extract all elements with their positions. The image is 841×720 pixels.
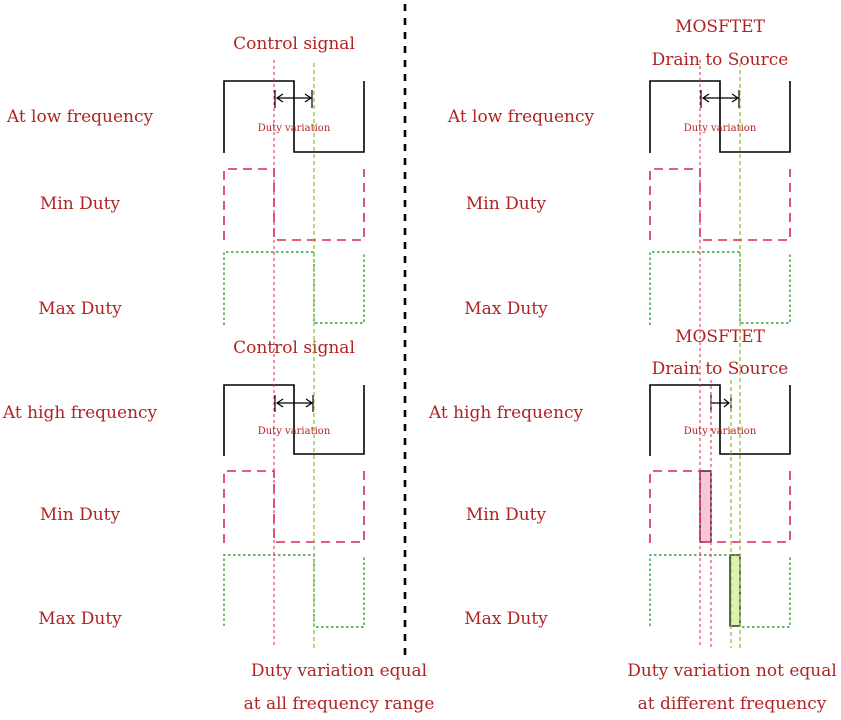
duty-arrowhead-right-low-a xyxy=(701,93,710,103)
heading-mosftet-2: MOSFTET xyxy=(675,327,766,347)
duty-variation-text-right-high: Duty variation xyxy=(684,426,757,437)
drain-source-low-waveform xyxy=(649,80,791,153)
duty-arrowhead-left-high-a xyxy=(275,398,284,408)
duty-arrowhead-right-high-b xyxy=(723,398,730,408)
caption-right-line1: Duty variation not equal xyxy=(627,661,837,681)
label-min-duty-left-2: Min Duty xyxy=(40,505,121,525)
max-duty-waveform-left-low xyxy=(223,251,365,325)
label-high-frequency-right: At high frequency xyxy=(428,403,584,423)
drain-source-high-waveform xyxy=(649,384,791,456)
min-duty-waveform-right-high xyxy=(649,470,791,543)
max-duty-waveform-right-low xyxy=(649,251,791,325)
caption-left-line1: Duty variation equal xyxy=(251,661,427,681)
min-duty-waveform-left-low xyxy=(223,168,365,241)
duty-arrowhead-right-low-b xyxy=(731,93,740,103)
label-max-duty-right-2: Max Duty xyxy=(464,609,548,629)
heading-control-signal-2: Control signal xyxy=(233,338,355,358)
label-low-frequency-right: At low frequency xyxy=(447,107,595,127)
heading-drain-source-1: Drain to Source xyxy=(652,50,789,70)
caption-left-line2: at all frequency range xyxy=(244,694,435,714)
label-max-duty-left-2: Max Duty xyxy=(38,609,122,629)
heading-drain-source-2: Drain to Source xyxy=(652,359,789,379)
label-high-frequency-left: At high frequency xyxy=(2,403,158,423)
min-duty-waveform-left-high xyxy=(223,470,365,543)
min-duty-waveform-right-low xyxy=(649,168,791,241)
label-max-duty-right-1: Max Duty xyxy=(464,299,548,319)
control-signal-low-waveform xyxy=(223,80,365,153)
label-low-frequency-left: At low frequency xyxy=(6,107,154,127)
duty-variation-text-left-high: Duty variation xyxy=(258,426,331,437)
label-max-duty-left-1: Max Duty xyxy=(38,299,122,319)
duty-variation-text-right-low: Duty variation xyxy=(684,123,757,134)
control-signal-high-waveform xyxy=(223,384,365,456)
label-min-duty-left-1: Min Duty xyxy=(40,194,121,214)
duty-arrowhead-left-low-a xyxy=(275,93,284,103)
max-duty-waveform-left-high xyxy=(223,554,365,628)
duty-arrowhead-left-low-b xyxy=(304,93,313,103)
label-min-duty-right-2: Min Duty xyxy=(466,505,547,525)
label-min-duty-right-1: Min Duty xyxy=(466,194,547,214)
duty-arrowhead-left-high-b xyxy=(305,398,314,408)
heading-mosftet-1: MOSFTET xyxy=(675,17,766,37)
min-duty-shaded-region xyxy=(699,470,712,543)
caption-right-line2: at different frequency xyxy=(638,694,827,714)
heading-control-signal-1: Control signal xyxy=(233,34,355,54)
max-duty-waveform-right-high xyxy=(649,554,791,628)
duty-variation-text-left-low: Duty variation xyxy=(258,123,331,134)
